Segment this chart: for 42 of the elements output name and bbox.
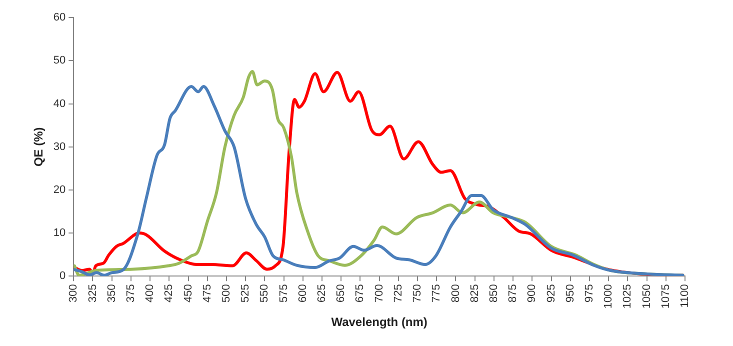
- y-tick-label: 60: [53, 12, 66, 24]
- x-tick-label: 350: [106, 284, 118, 302]
- x-tick-label: 875: [507, 284, 520, 302]
- x-tick-label: 750: [412, 284, 424, 302]
- x-tick-label: 525: [240, 284, 252, 302]
- x-tick-label: 425: [163, 284, 176, 302]
- x-tick-label: 500: [220, 284, 233, 302]
- x-tick-label: 950: [564, 284, 576, 302]
- x-tick-label: 1075: [660, 284, 672, 309]
- x-tick-label: 850: [488, 284, 500, 302]
- x-tick-label: 1025: [622, 284, 634, 309]
- x-tick-label: 375: [124, 284, 137, 302]
- x-tick-label: 575: [278, 284, 290, 302]
- y-axis-title: QE (%): [32, 127, 46, 167]
- x-tick-label: 700: [373, 284, 386, 302]
- x-tick-label: 325: [86, 284, 99, 302]
- x-tick-label: 900: [526, 284, 538, 302]
- y-tick-label: 20: [53, 184, 66, 196]
- x-tick-label: 675: [354, 284, 366, 302]
- x-tick-label: 475: [201, 284, 214, 302]
- y-tick-label: 30: [53, 140, 66, 153]
- x-tick-label: 825: [468, 284, 481, 302]
- x-tick-label: 600: [296, 284, 309, 302]
- x-tick-label: 300: [68, 284, 80, 302]
- x-tick-label: 1050: [640, 284, 653, 309]
- x-tick-label: 450: [182, 284, 194, 302]
- y-tick-label: 0: [60, 270, 66, 282]
- x-tick-label: 1100: [679, 284, 692, 308]
- x-tick-label: 800: [450, 284, 462, 302]
- y-tick-label: 40: [53, 98, 66, 110]
- x-tick-label: 775: [430, 284, 443, 302]
- x-tick-label: 725: [392, 284, 404, 302]
- x-axis-title: Wavelength (nm): [331, 315, 428, 330]
- y-tick-label: 10: [53, 227, 66, 240]
- x-tick-label: 975: [584, 284, 596, 302]
- y-tick-label: 50: [53, 54, 66, 67]
- x-tick-label: 925: [545, 284, 558, 302]
- x-tick-label: 550: [258, 284, 271, 302]
- x-tick-label: 400: [144, 284, 156, 302]
- x-tick-label: 1000: [602, 284, 615, 309]
- x-tick-label: 625: [316, 284, 328, 302]
- x-tick-label: 650: [335, 284, 348, 302]
